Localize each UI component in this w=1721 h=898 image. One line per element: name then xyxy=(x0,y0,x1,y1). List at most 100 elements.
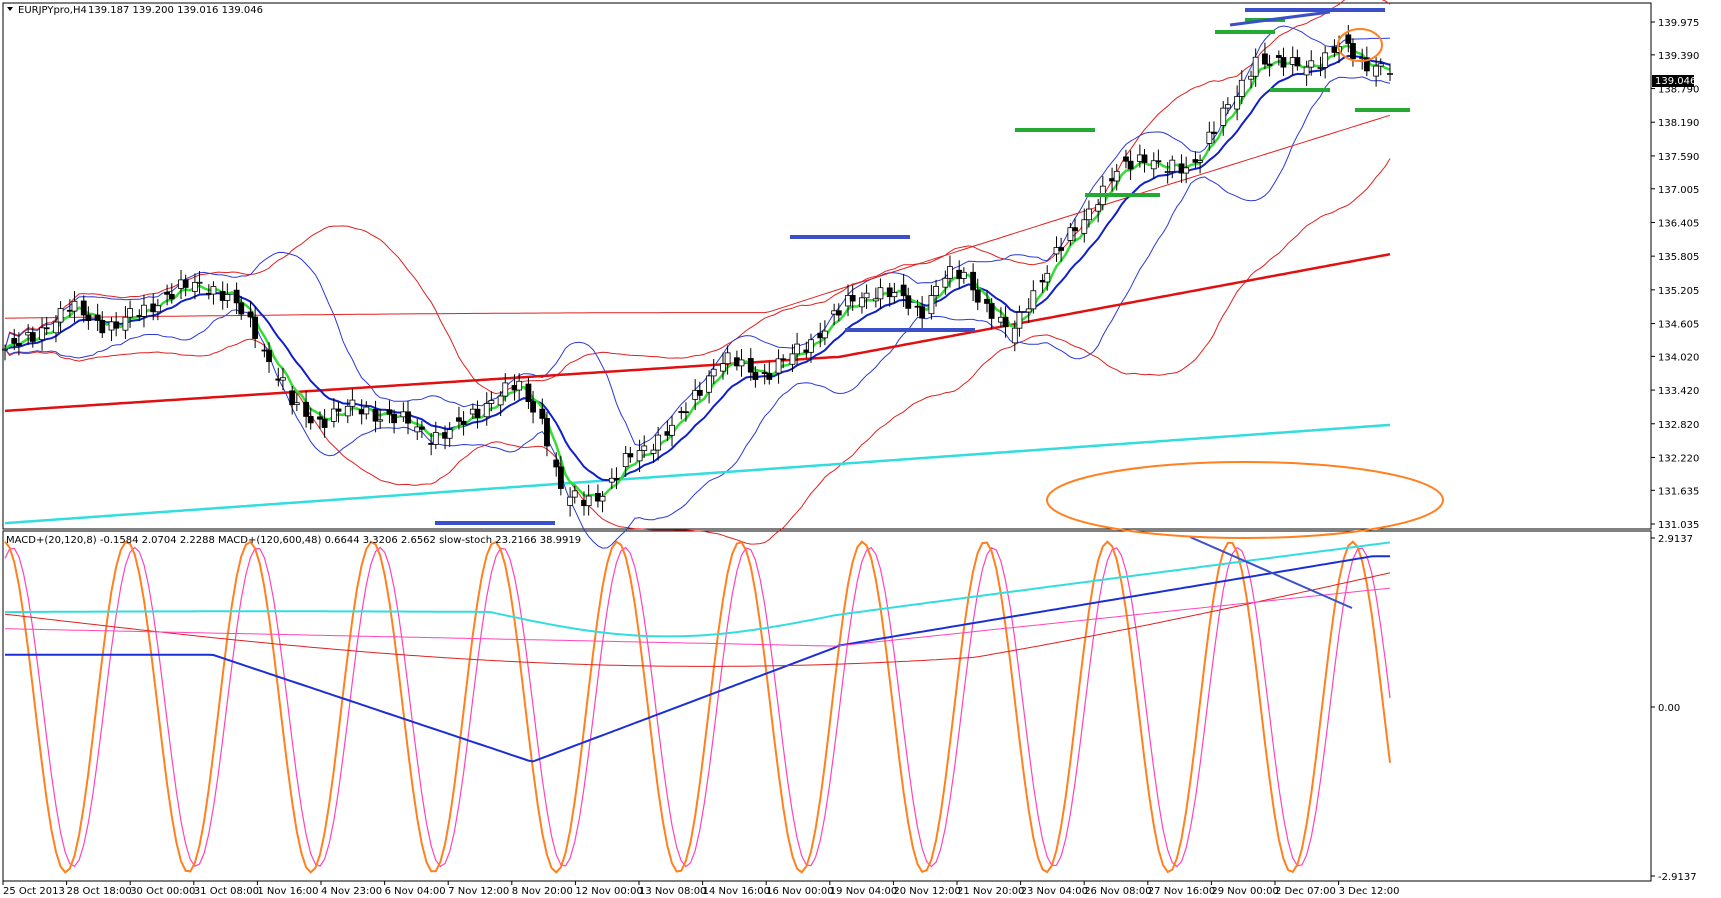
price-tick-label: 138.190 xyxy=(1658,118,1699,129)
candle-body xyxy=(525,383,532,402)
candle-body xyxy=(43,327,50,330)
candle-body xyxy=(1086,208,1092,221)
price-tick-label: 134.605 xyxy=(1658,320,1699,331)
candle-body xyxy=(1345,34,1352,44)
candle-body xyxy=(1197,160,1203,163)
candle-body xyxy=(154,305,161,313)
candle-body xyxy=(1095,204,1102,212)
time-tick-label: 3 Dec 12:00 xyxy=(1339,886,1400,897)
candle-body xyxy=(608,477,615,483)
candle-body xyxy=(456,417,462,422)
time-tick-label: 13 Nov 08:00 xyxy=(639,886,706,897)
current-price-badge xyxy=(1652,75,1694,87)
indicator-tick-label: -2.9137 xyxy=(1658,872,1697,883)
candle-body xyxy=(720,363,726,372)
candle-body xyxy=(57,308,64,323)
candle-body xyxy=(1266,63,1273,66)
candle-body xyxy=(238,302,245,315)
candle-body xyxy=(859,297,865,308)
macd-slow xyxy=(5,541,1391,638)
candle-body xyxy=(1303,66,1310,76)
candle-body xyxy=(1067,227,1074,241)
time-tick-label: 23 Nov 04:00 xyxy=(1021,886,1088,897)
collapse-triangle-icon[interactable] xyxy=(7,7,13,11)
candle-body xyxy=(613,477,620,480)
orange-ellipse xyxy=(1046,461,1444,539)
candle-body xyxy=(1308,60,1315,68)
bollinger-upper xyxy=(4,25,1391,446)
candle-body xyxy=(683,411,689,414)
indicator-axis: 2.9137 0.00 -2.9137 xyxy=(1651,534,1697,883)
time-tick-label: 16 Nov 00:00 xyxy=(766,886,833,897)
candle-body xyxy=(1211,131,1217,134)
candle-body xyxy=(849,295,856,302)
candle-body xyxy=(905,295,912,309)
candle-body xyxy=(247,311,254,318)
candle-body xyxy=(344,405,351,417)
time-tick-label: 28 Oct 18:00 xyxy=(67,886,132,897)
time-tick-label: 29 Nov 00:00 xyxy=(1211,886,1278,897)
candle-body xyxy=(974,289,981,303)
candle-body xyxy=(872,298,879,302)
candle-body xyxy=(821,330,828,339)
candle-body xyxy=(863,292,870,299)
candle-body xyxy=(1377,63,1384,67)
time-tick-label: 6 Nov 04:00 xyxy=(385,886,446,897)
candle-body xyxy=(474,408,481,419)
candle-body xyxy=(127,308,133,318)
candle-body xyxy=(780,358,787,361)
candle-body xyxy=(539,408,546,419)
candle-body xyxy=(627,453,634,458)
candle-body xyxy=(636,450,643,462)
price-axis: 139.975 139.390 138.790 138.190 137.590 137.0… xyxy=(1651,18,1699,531)
candle-body xyxy=(1183,167,1190,174)
candle-body xyxy=(641,445,648,451)
time-tick-label: 7 Nov 12:00 xyxy=(448,886,509,897)
candle-body xyxy=(94,314,101,321)
candle-body xyxy=(460,420,467,425)
candle-body xyxy=(1044,272,1051,283)
candle-body xyxy=(372,408,379,422)
candle-body xyxy=(1072,227,1078,232)
candle-body xyxy=(164,291,171,295)
candle-body xyxy=(293,402,300,405)
candle-body xyxy=(85,314,92,322)
macd-fast-signal xyxy=(4,572,1391,667)
candle-body xyxy=(891,292,898,298)
candle-body xyxy=(970,271,977,291)
candle-body xyxy=(1294,57,1301,67)
candle-body xyxy=(405,411,411,424)
candle-body xyxy=(1224,104,1231,109)
candle-body xyxy=(710,368,717,377)
candle-body xyxy=(80,300,87,316)
candle-body xyxy=(669,424,675,436)
candle-body xyxy=(391,413,397,424)
indicator-tick-label: 0.00 xyxy=(1658,703,1680,714)
price-tick-label: 131.035 xyxy=(1658,520,1699,531)
bollinger-lower xyxy=(4,76,1391,549)
candle-body xyxy=(289,390,296,405)
candle-body xyxy=(808,339,814,353)
candle-body xyxy=(1275,55,1282,58)
candle-body xyxy=(553,459,560,468)
candle-body xyxy=(446,429,453,439)
price-tick-label: 132.220 xyxy=(1658,453,1699,464)
candle-body xyxy=(942,277,949,288)
candle-body xyxy=(557,466,564,489)
candle-body xyxy=(168,293,175,300)
price-tick-label: 137.005 xyxy=(1658,185,1699,196)
candle-body xyxy=(1262,53,1268,65)
candle-body xyxy=(307,416,314,424)
candle-body xyxy=(317,416,323,420)
candle-body xyxy=(984,298,990,304)
ohlc-header: 139.187 139.200 139.016 139.046 xyxy=(88,5,263,16)
candle-body xyxy=(71,300,78,312)
candle-body xyxy=(303,401,309,417)
time-tick-label: 8 Nov 20:00 xyxy=(512,886,573,897)
envelope-mid xyxy=(4,114,1391,319)
candle-body xyxy=(1220,107,1227,126)
candle-body xyxy=(752,371,759,380)
price-tick-label: 135.205 xyxy=(1658,286,1699,297)
candle-body xyxy=(738,359,745,367)
price-tick-label: 136.405 xyxy=(1658,218,1699,229)
